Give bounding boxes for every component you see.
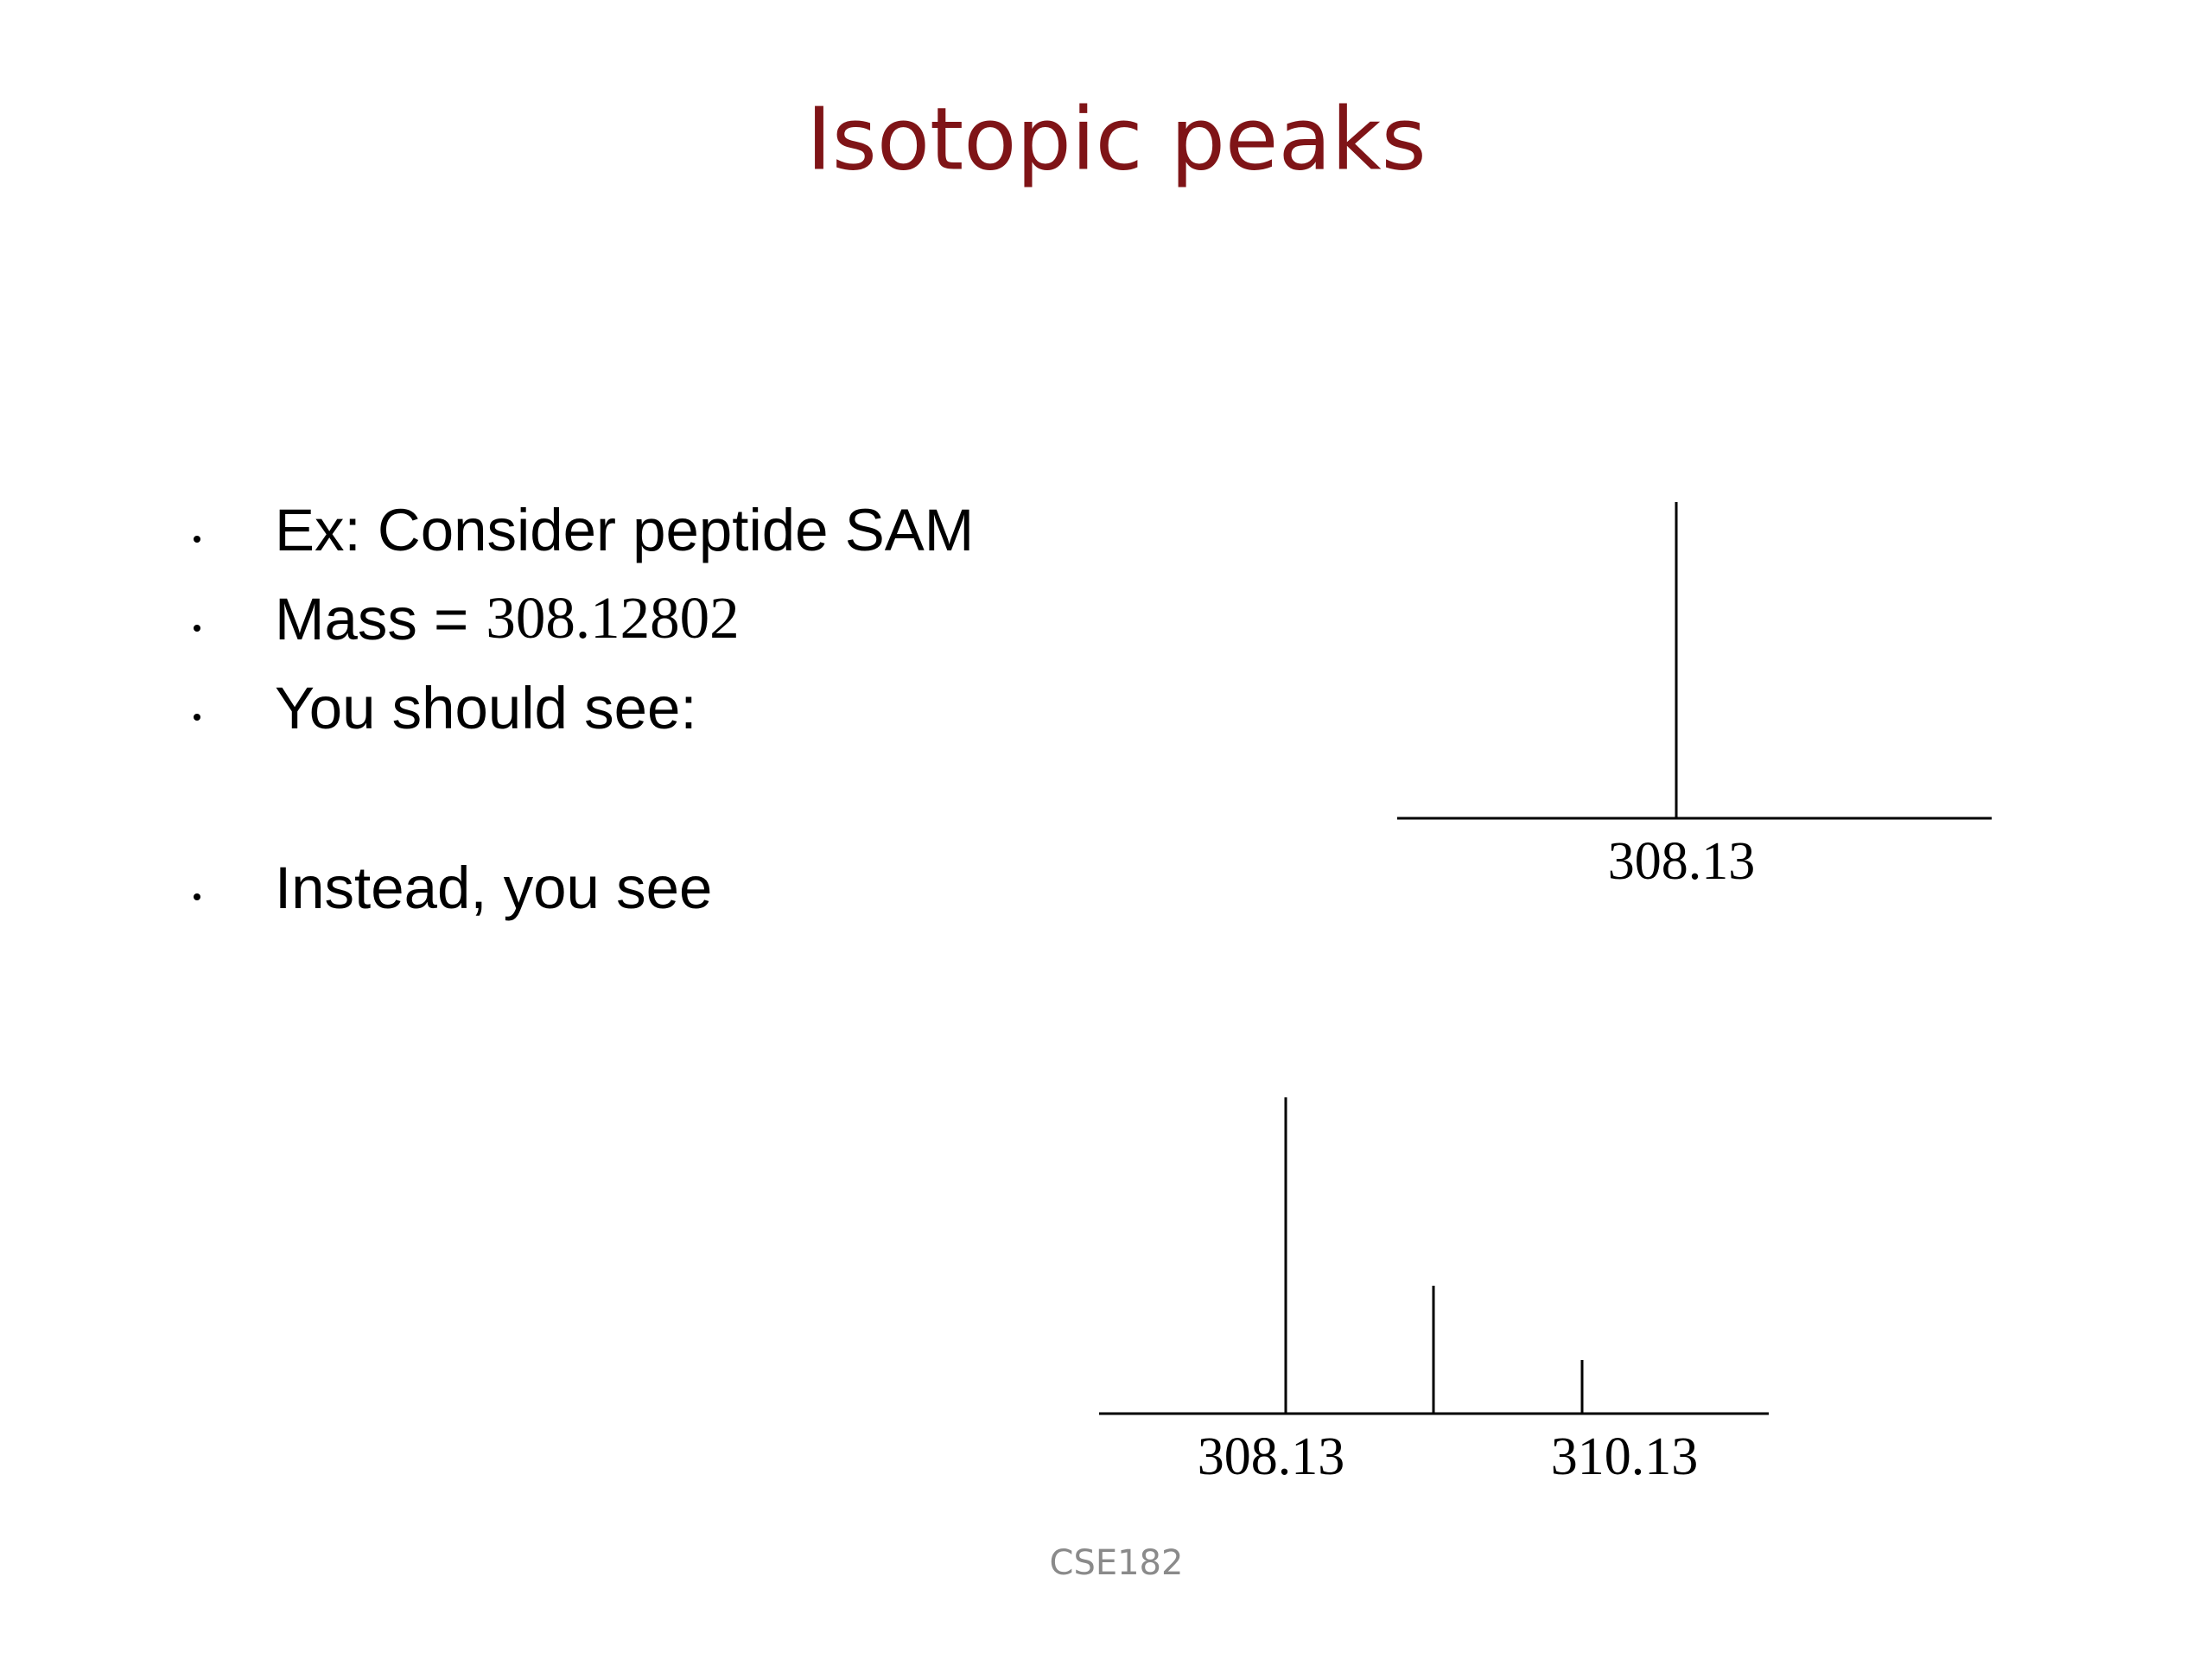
slide-title: Isotopic peaks [806, 88, 1426, 189]
bullet-text: You should see: [275, 675, 697, 741]
footer: CSE182 [1050, 1543, 1184, 1583]
axis-label: 308.13 [1198, 1427, 1345, 1486]
bullet-list: Ex: Consider peptide SAM Mass = 308.12802… [194, 497, 974, 921]
bullet-text: Mass = 308.12802 [275, 585, 740, 652]
bullet-dot [194, 536, 200, 543]
bullet-label: Mass = [275, 586, 468, 652]
expected-spectrum: 308.13 [1397, 502, 1992, 891]
observed-spectrum: 308.13 310.13 [1099, 1097, 1769, 1486]
bullet-dot [194, 893, 200, 900]
axis-label: 310.13 [1551, 1427, 1699, 1486]
bullet-dot [194, 714, 200, 721]
axis-label: 308.13 [1608, 832, 1756, 891]
bullet-text: Ex: Consider peptide SAM [275, 497, 974, 563]
bullet-text: Instead, you see [275, 855, 712, 921]
bullet-dot [194, 625, 200, 632]
mass-value: 308.12802 [486, 585, 739, 651]
